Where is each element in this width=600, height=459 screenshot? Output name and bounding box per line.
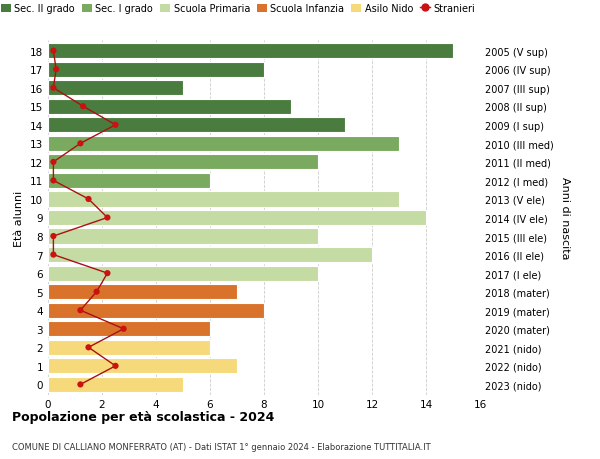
Bar <box>48 340 210 355</box>
Bar <box>48 266 318 281</box>
Point <box>49 177 58 185</box>
Bar <box>48 321 210 336</box>
Point <box>84 196 94 203</box>
Point <box>78 103 88 111</box>
Point <box>76 307 85 314</box>
Point <box>110 363 120 370</box>
Point <box>49 85 58 92</box>
Bar <box>48 44 453 59</box>
Point <box>103 214 112 222</box>
Bar <box>48 285 237 300</box>
Bar <box>48 136 399 151</box>
Text: COMUNE DI CALLIANO MONFERRATO (AT) - Dati ISTAT 1° gennaio 2024 - Elaborazione T: COMUNE DI CALLIANO MONFERRATO (AT) - Dat… <box>12 442 431 451</box>
Bar <box>48 155 318 170</box>
Text: Popolazione per età scolastica - 2024: Popolazione per età scolastica - 2024 <box>12 410 274 423</box>
Bar <box>48 174 210 189</box>
Bar <box>48 303 264 318</box>
Point <box>103 270 112 277</box>
Point <box>110 122 120 129</box>
Bar <box>48 192 399 207</box>
Bar <box>48 81 183 96</box>
Point <box>52 66 61 73</box>
Legend: Sec. II grado, Sec. I grado, Scuola Primaria, Scuola Infanzia, Asilo Nido, Stran: Sec. II grado, Sec. I grado, Scuola Prim… <box>0 0 479 18</box>
Bar <box>48 377 183 392</box>
Bar <box>48 118 345 133</box>
Bar <box>48 358 237 374</box>
Bar <box>48 229 318 244</box>
Point <box>76 381 85 388</box>
Bar <box>48 100 291 115</box>
Point <box>49 252 58 259</box>
Point <box>92 288 101 296</box>
Y-axis label: Età alunni: Età alunni <box>14 190 25 246</box>
Bar <box>48 210 426 226</box>
Point <box>49 48 58 55</box>
Point <box>76 140 85 148</box>
Bar <box>48 62 264 78</box>
Point <box>49 233 58 240</box>
Y-axis label: Anni di nascita: Anni di nascita <box>560 177 570 259</box>
Point <box>84 344 94 351</box>
Point <box>119 325 128 333</box>
Point <box>49 159 58 166</box>
Bar <box>48 247 372 263</box>
